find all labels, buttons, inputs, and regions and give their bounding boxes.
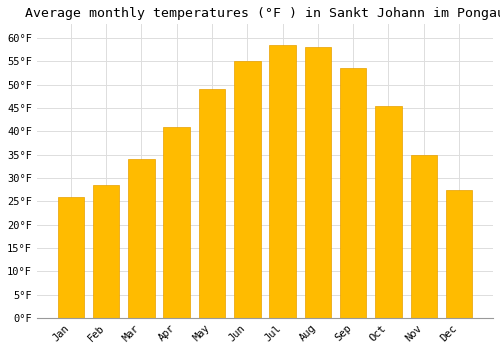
Bar bbox=[410, 155, 437, 318]
Bar bbox=[304, 47, 331, 318]
Title: Average monthly temperatures (°F ) in Sankt Johann im Pongau: Average monthly temperatures (°F ) in Sa… bbox=[25, 7, 500, 20]
Bar bbox=[270, 45, 296, 318]
Bar bbox=[128, 159, 154, 318]
Bar bbox=[446, 190, 472, 318]
Bar bbox=[58, 197, 84, 318]
Bar bbox=[198, 89, 225, 318]
Bar bbox=[234, 61, 260, 318]
Bar bbox=[375, 106, 402, 318]
Bar bbox=[93, 185, 120, 318]
Bar bbox=[340, 68, 366, 318]
Bar bbox=[164, 127, 190, 318]
